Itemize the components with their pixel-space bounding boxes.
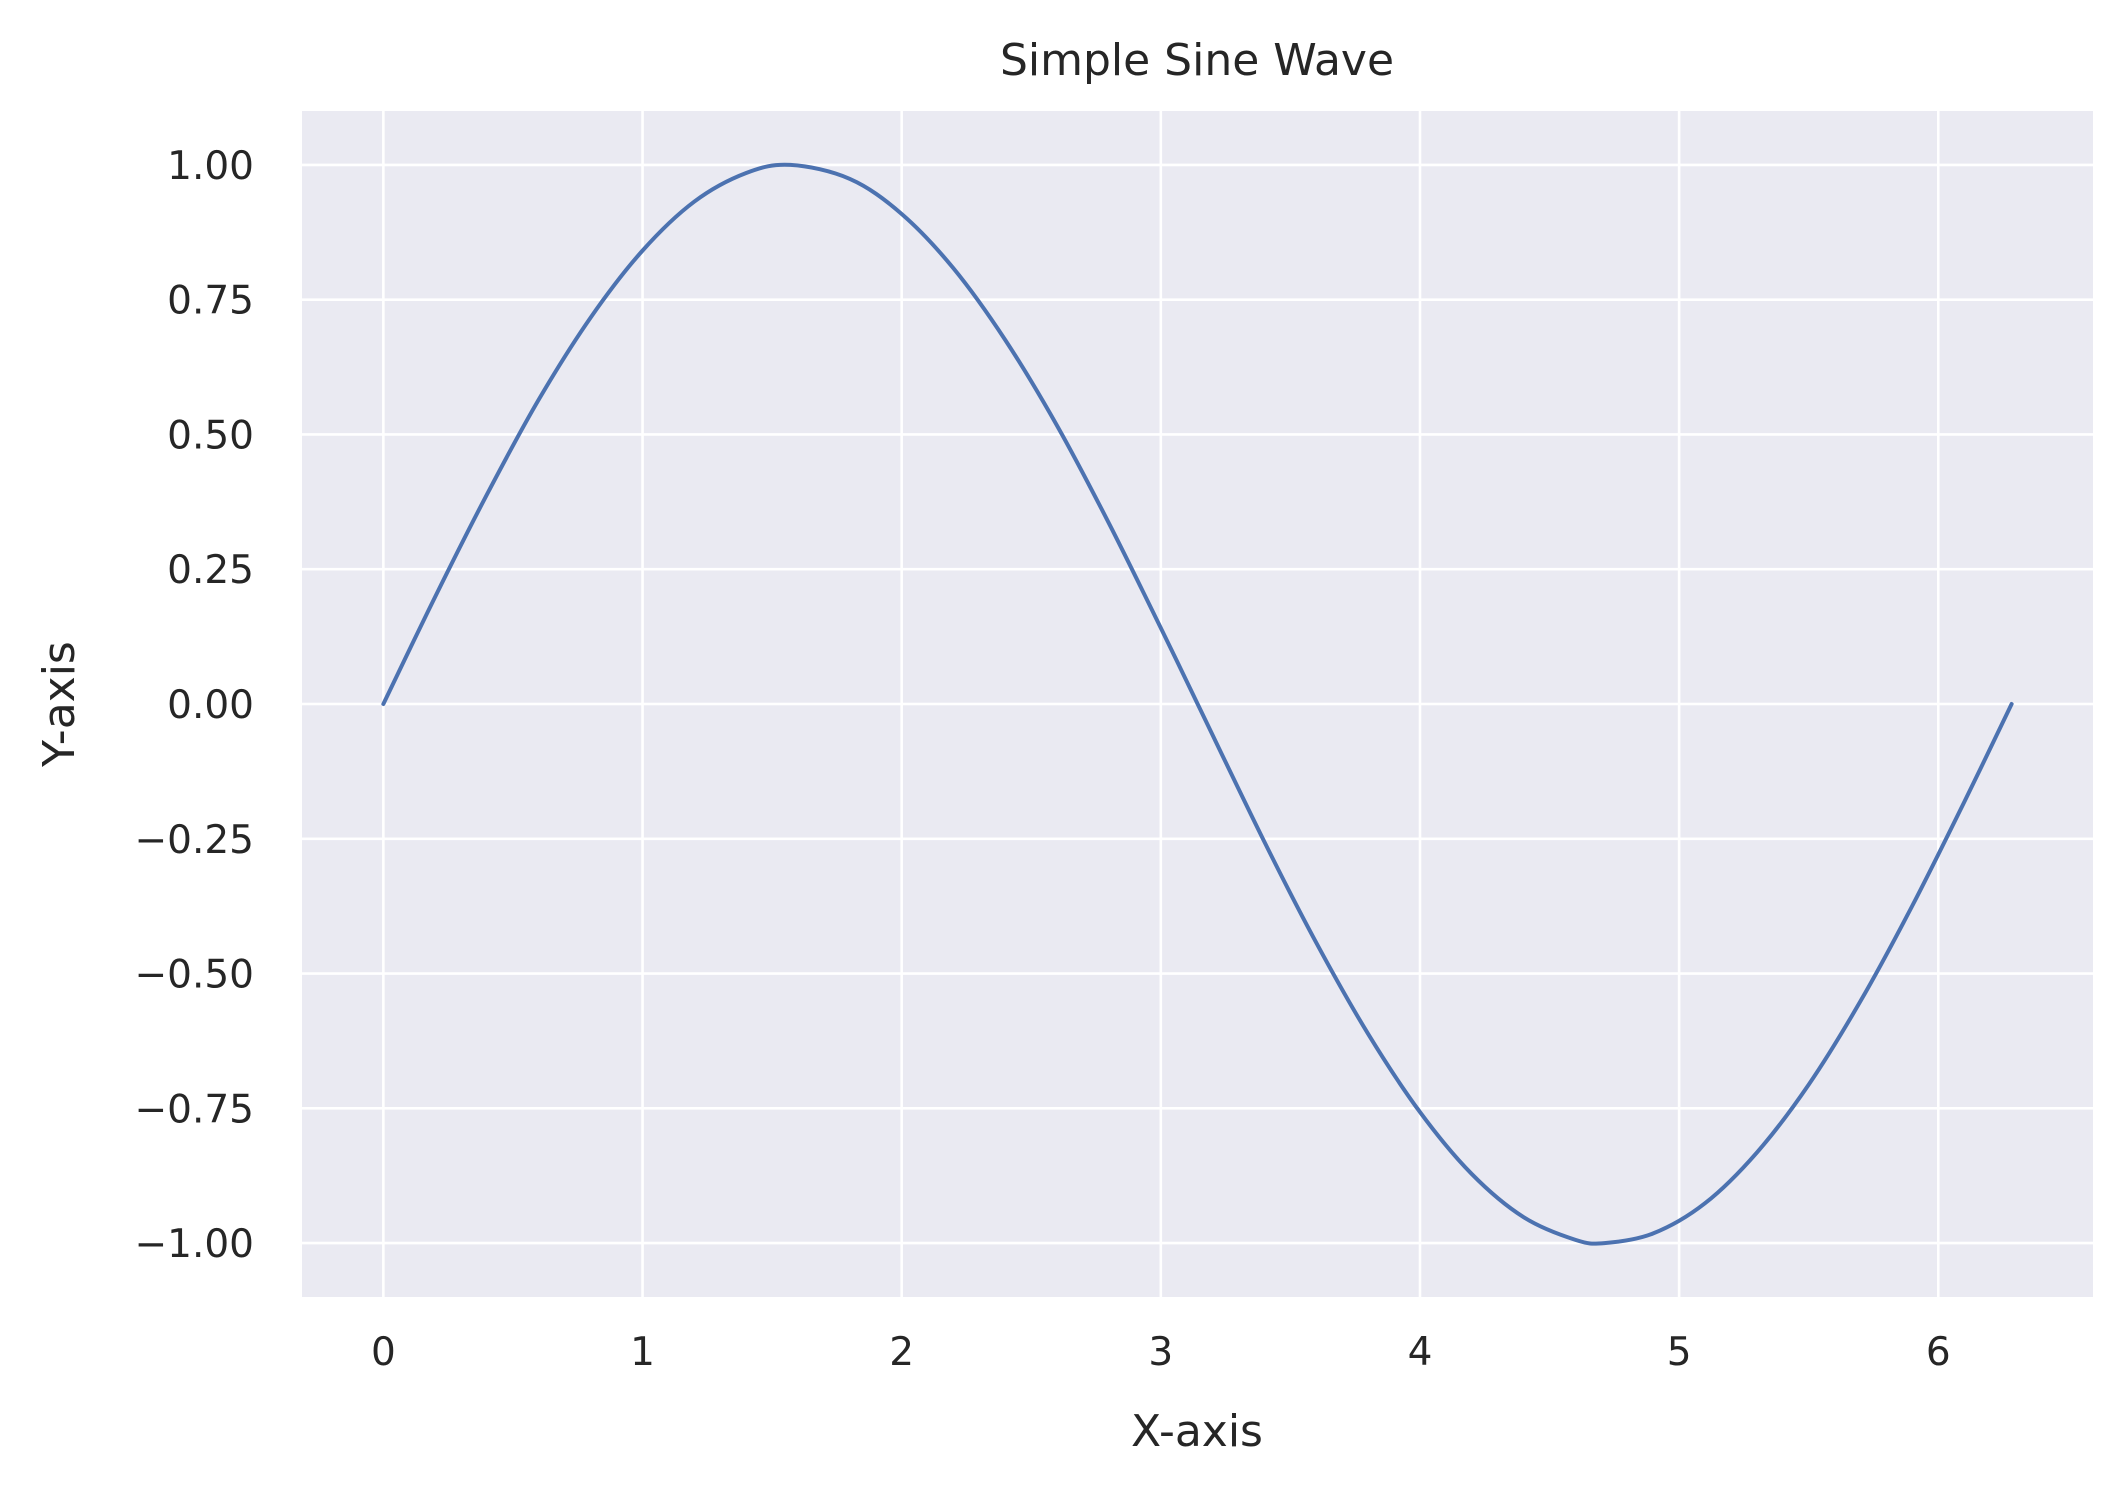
x-tick-label: 6	[1926, 1330, 1951, 1375]
chart-title: Simple Sine Wave	[1000, 35, 1394, 86]
y-tick-label: 0.25	[167, 548, 254, 593]
y-gridlines	[302, 163, 2093, 1245]
series-layer	[381, 162, 2014, 1246]
y-tick-label: −1.00	[134, 1222, 254, 1267]
x-tick-label: 1	[630, 1330, 655, 1375]
y-tick-label: 0.00	[167, 683, 254, 728]
x-tick-label: 3	[1148, 1330, 1173, 1375]
x-tick-label: 5	[1667, 1330, 1692, 1375]
y-axis-label: Y-axis	[34, 641, 85, 768]
x-tick-labels: 0 1 2 3 4 5 6	[371, 1330, 1951, 1375]
x-tick-label: 2	[889, 1330, 914, 1375]
x-axis-label: X-axis	[1131, 1406, 1263, 1457]
y-tick-label: −0.50	[134, 953, 254, 998]
y-tick-label: −0.75	[134, 1087, 254, 1132]
y-tick-label: 0.50	[167, 413, 254, 458]
x-tick-label: 0	[371, 1330, 396, 1375]
y-tick-label: 1.00	[167, 144, 254, 189]
series-line-sine	[381, 162, 2014, 1246]
x-tick-label: 4	[1408, 1330, 1433, 1375]
y-tick-label: 0.75	[167, 279, 254, 324]
y-tick-labels: 1.00 0.75 0.50 0.25 0.00 −0.25 −0.50 −0.75 −1.00	[134, 144, 254, 1267]
y-tick-label: −0.25	[134, 818, 254, 863]
